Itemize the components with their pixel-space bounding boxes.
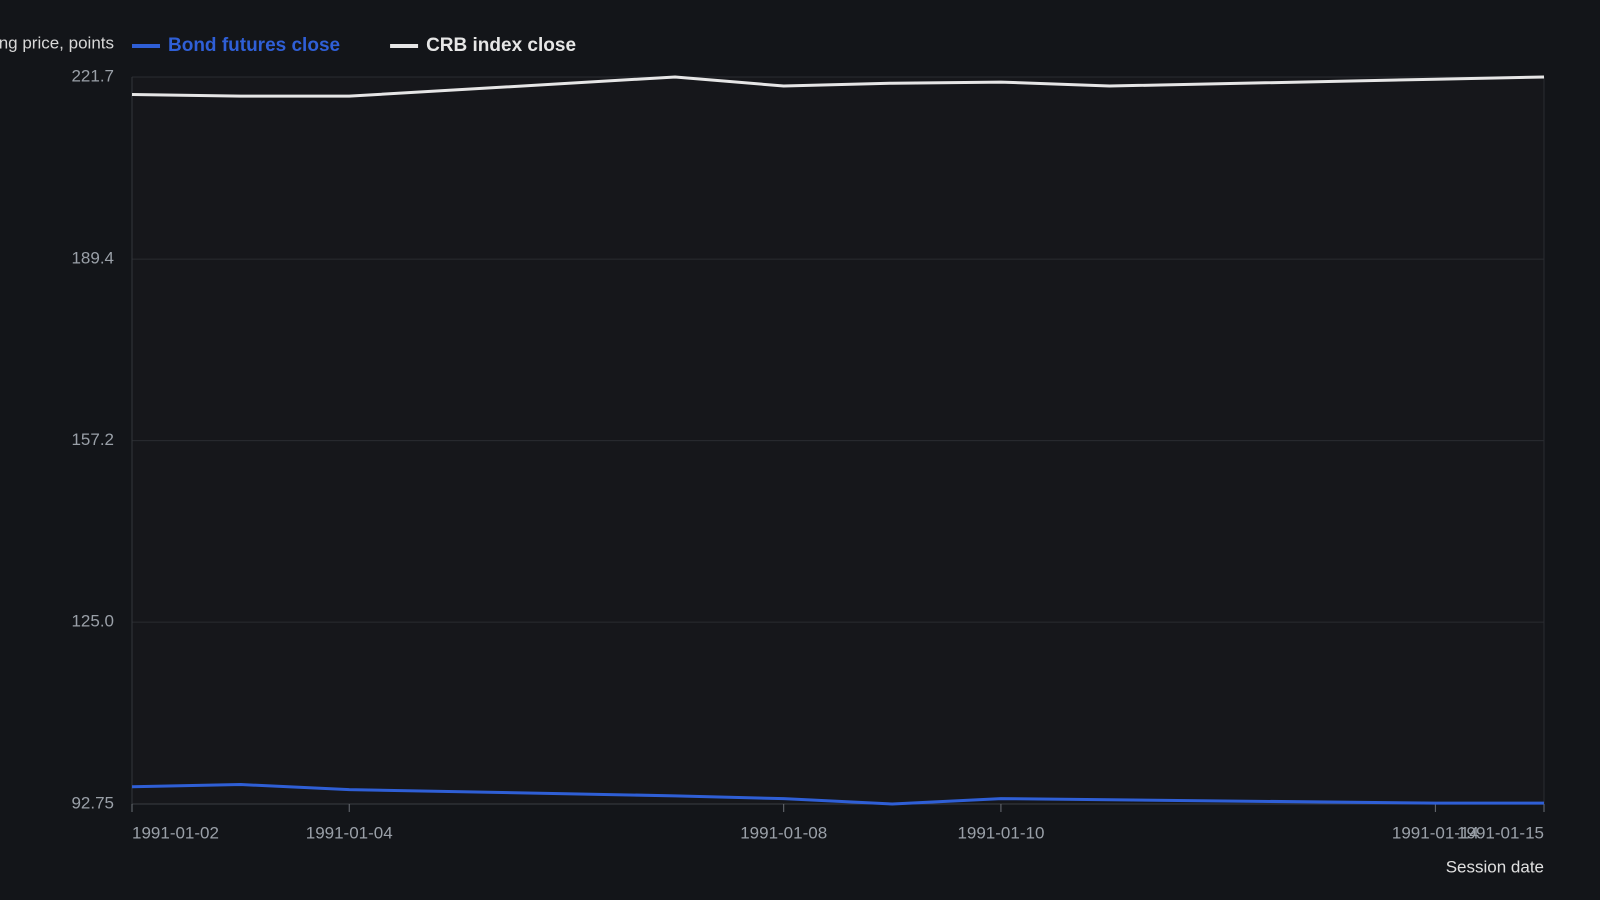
x-tick-label: 1991-01-08	[740, 823, 827, 842]
x-tick-label: 1991-01-15	[1457, 823, 1544, 842]
y-tick-label: 125.0	[71, 612, 114, 631]
x-axis-label: Session date	[1446, 857, 1544, 876]
y-tick-label: 157.2	[71, 430, 114, 449]
series-line	[131, 783, 1544, 806]
y-axis-label: Closing price, points	[0, 33, 114, 52]
series-line	[131, 75, 1545, 98]
y-tick-label: 92.75	[71, 793, 114, 812]
y-tick-label: 189.4	[71, 249, 114, 268]
legend-label: CRB index close	[426, 35, 576, 56]
y-tick-label: 221.7	[71, 66, 114, 85]
x-tick-label: 1991-01-04	[306, 823, 393, 842]
x-tick-label: 1991-01-02	[132, 823, 219, 842]
x-tick-label: 1991-01-14	[1392, 823, 1479, 842]
legend-label: Bond futures close	[168, 35, 340, 56]
x-tick-label: 1991-01-10	[957, 823, 1044, 842]
